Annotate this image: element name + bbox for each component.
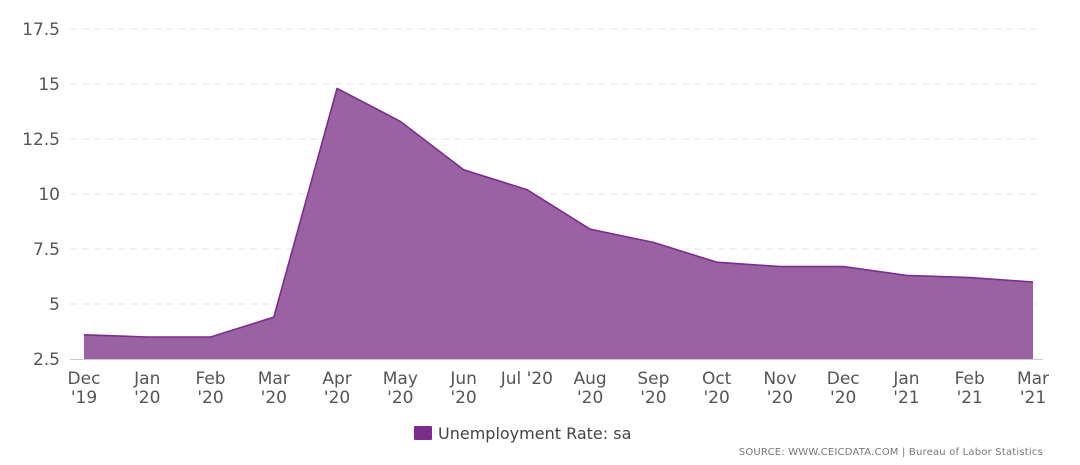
data-point[interactable] <box>208 334 214 340</box>
x-tick-label: Feb '21 <box>955 369 985 408</box>
x-tick-label: Jan '20 <box>133 369 160 408</box>
x-tick-label: Aug '20 <box>574 369 607 408</box>
x-tick-label: Nov '20 <box>763 369 796 408</box>
source-note: SOURCE: WWW.CEICDATA.COM | Bureau of Lab… <box>739 447 1043 458</box>
x-tick-label: Apr '20 <box>322 369 351 408</box>
series-line <box>83 87 1034 338</box>
legend-label-unemployment-rate[interactable]: Unemployment Rate: sa <box>438 424 631 443</box>
data-point[interactable] <box>1030 279 1036 285</box>
x-tick-label: Mar '20 <box>258 369 290 408</box>
y-tick-label: 12.5 <box>22 130 60 150</box>
x-tick-label: Dec '20 <box>827 369 860 408</box>
data-point[interactable] <box>777 264 783 270</box>
data-point[interactable] <box>81 332 87 338</box>
y-axis-ticks: 2.5 5 7.5 10 12.5 15 17.5 <box>22 20 60 370</box>
series-area-layer <box>81 85 1036 360</box>
legend-swatch[interactable] <box>414 426 432 440</box>
y-tick-label: 10 <box>38 185 60 205</box>
data-point[interactable] <box>587 226 593 232</box>
data-point[interactable] <box>271 314 277 320</box>
y-tick-label: 7.5 <box>33 240 60 260</box>
data-point[interactable] <box>967 275 973 281</box>
y-tick-label: 15 <box>38 75 60 95</box>
x-tick-label: Jan '21 <box>892 369 919 408</box>
data-point[interactable] <box>840 264 846 270</box>
series-area <box>84 88 1033 360</box>
x-tick-label: Jun '20 <box>449 369 477 408</box>
data-point[interactable] <box>334 85 340 91</box>
y-tick-label: 5 <box>49 295 60 315</box>
data-point[interactable] <box>461 167 467 173</box>
data-point[interactable] <box>397 118 403 124</box>
x-tick-label: May '20 <box>383 369 418 408</box>
x-axis-ticks: Dec '19 Jan '20 Feb '20 Mar '20 Apr '20 May '20 Jun '… <box>68 369 1049 408</box>
data-point[interactable] <box>650 239 656 245</box>
x-tick-label: Sep '20 <box>637 369 669 408</box>
legend[interactable]: Unemployment Rate: sa <box>414 424 631 443</box>
data-point[interactable] <box>903 272 909 278</box>
x-tick-label: Feb '20 <box>195 369 225 408</box>
x-tick-label: Dec '19 <box>68 369 101 408</box>
y-tick-label: 17.5 <box>22 20 60 40</box>
data-point[interactable] <box>144 334 150 340</box>
x-tick-label: Mar '21 <box>1017 369 1049 408</box>
x-tick-label: Jul '20 <box>500 369 553 389</box>
data-point[interactable] <box>524 187 530 193</box>
x-tick-label: Oct '20 <box>702 369 732 408</box>
y-tick-label: 2.5 <box>33 350 60 370</box>
data-point[interactable] <box>714 259 720 265</box>
